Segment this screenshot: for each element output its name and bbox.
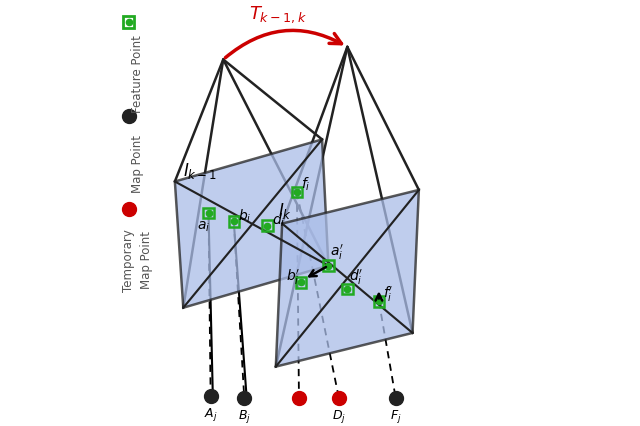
Text: $b_i$: $b_i$	[238, 207, 252, 224]
Bar	[123, 17, 134, 29]
Text: $I_k$: $I_k$	[278, 201, 292, 221]
Polygon shape	[175, 140, 328, 308]
Text: $d_i$: $d_i$	[271, 211, 285, 228]
Text: $a_i$: $a_i$	[196, 219, 210, 234]
Text: $B_j$: $B_j$	[238, 408, 251, 424]
Bar	[262, 221, 273, 231]
Text: $T_{k-1,k}$: $T_{k-1,k}$	[249, 4, 307, 25]
Text: $d_i'$: $d_i'$	[349, 268, 364, 287]
Bar	[323, 261, 333, 271]
Polygon shape	[276, 190, 419, 367]
Text: $f_i'$: $f_i'$	[383, 284, 394, 303]
Bar	[228, 217, 239, 227]
Bar	[296, 278, 307, 288]
Text: $I_{k-1}$: $I_{k-1}$	[183, 161, 218, 181]
Text: $b_i'$: $b_i'$	[286, 268, 301, 287]
Text: Feature Point: Feature Point	[131, 35, 143, 113]
Text: $a_i'$: $a_i'$	[330, 242, 344, 262]
Text: $D_j$: $D_j$	[332, 408, 346, 424]
Text: $f_i$: $f_i$	[301, 176, 310, 193]
Text: $A_j$: $A_j$	[204, 406, 218, 422]
Text: Map Point: Map Point	[131, 134, 143, 192]
Text: $F_j$: $F_j$	[390, 408, 401, 424]
Bar	[292, 187, 302, 198]
Bar	[342, 284, 353, 294]
Bar	[204, 208, 214, 219]
Bar	[374, 296, 384, 307]
Text: Temporary
Map Point: Temporary Map Point	[122, 228, 152, 291]
